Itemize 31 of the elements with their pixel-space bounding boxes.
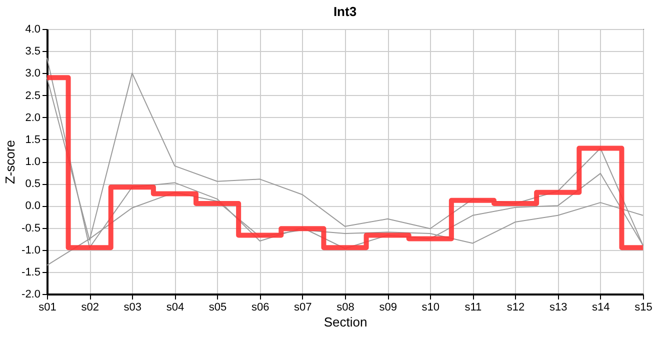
x-tick-label: s11 [464, 302, 482, 314]
x-tick-label: s08 [336, 302, 354, 314]
x-tick-label: s10 [422, 302, 440, 314]
y-tick-label: -1.5 [22, 266, 40, 278]
y-tick-label: 3.0 [25, 68, 40, 80]
x-tick-label: s03 [124, 302, 142, 314]
y-tick-label: 1.5 [25, 134, 40, 146]
chart-title: Int3 [333, 4, 357, 19]
x-tick-label: s05 [208, 302, 227, 314]
y-tick-label: 0.5 [25, 178, 40, 190]
x-tick-label: s01 [38, 302, 56, 314]
y-tick-label: -1.0 [22, 244, 40, 256]
y-tick-label: 3.5 [25, 46, 40, 58]
x-tick-label: s02 [81, 302, 99, 314]
y-tick-label: 2.0 [25, 112, 40, 124]
y-tick-label: -0.5 [22, 222, 40, 234]
x-axis-title: Section [324, 314, 368, 330]
y-tick-label: 0.0 [25, 200, 40, 212]
y-tick-label: 2.5 [25, 90, 40, 102]
y-tick-label: -2.0 [22, 288, 40, 300]
x-tick-label: s06 [251, 302, 270, 314]
x-tick-label: s12 [506, 302, 525, 314]
y-tick-label: 4.0 [25, 24, 40, 36]
x-tick-label: s14 [592, 302, 610, 314]
y-tick-label: 1.0 [25, 156, 40, 168]
y-axis-title: Z-score [2, 140, 18, 184]
x-tick-label: s04 [166, 302, 184, 314]
x-tick-label: s07 [294, 302, 312, 314]
x-tick-label: s13 [549, 302, 568, 314]
x-tick-label: s15 [634, 302, 652, 314]
x-tick-label: s09 [379, 302, 397, 314]
